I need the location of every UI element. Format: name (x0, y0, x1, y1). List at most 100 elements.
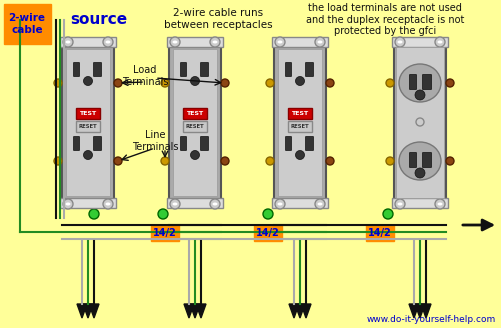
Text: RESET: RESET (291, 124, 309, 129)
Ellipse shape (212, 40, 217, 44)
FancyBboxPatch shape (392, 37, 448, 47)
Ellipse shape (66, 202, 71, 206)
FancyBboxPatch shape (274, 45, 326, 200)
Text: TEST: TEST (80, 111, 97, 116)
Circle shape (63, 37, 73, 47)
Circle shape (275, 199, 285, 209)
Circle shape (221, 157, 229, 165)
FancyBboxPatch shape (409, 153, 416, 168)
FancyBboxPatch shape (366, 225, 394, 241)
FancyBboxPatch shape (288, 121, 312, 132)
Circle shape (161, 79, 169, 87)
Polygon shape (77, 304, 87, 318)
FancyBboxPatch shape (183, 108, 207, 119)
Polygon shape (190, 304, 200, 318)
FancyBboxPatch shape (94, 136, 102, 151)
FancyBboxPatch shape (60, 37, 116, 47)
FancyBboxPatch shape (180, 136, 186, 151)
Ellipse shape (172, 40, 177, 44)
Circle shape (446, 79, 454, 87)
Circle shape (266, 79, 274, 87)
Circle shape (435, 37, 445, 47)
Text: the load terminals are not used
and the duplex receptacle is not
protected by th: the load terminals are not used and the … (306, 3, 464, 36)
Circle shape (386, 79, 394, 87)
FancyBboxPatch shape (254, 225, 282, 241)
FancyBboxPatch shape (288, 108, 312, 119)
Circle shape (210, 37, 220, 47)
FancyBboxPatch shape (94, 63, 102, 76)
Text: RESET: RESET (79, 124, 97, 129)
Text: 2-wire
cable: 2-wire cable (9, 13, 46, 35)
Polygon shape (83, 304, 93, 318)
Text: www.do-it-yourself-help.com: www.do-it-yourself-help.com (367, 315, 496, 324)
FancyBboxPatch shape (422, 153, 431, 168)
Circle shape (190, 76, 199, 86)
FancyBboxPatch shape (286, 63, 292, 76)
Ellipse shape (278, 40, 283, 44)
Circle shape (84, 151, 93, 159)
Circle shape (161, 157, 169, 165)
Circle shape (416, 118, 424, 126)
Ellipse shape (172, 202, 177, 206)
Circle shape (103, 37, 113, 47)
FancyBboxPatch shape (76, 121, 100, 132)
Text: 14/2: 14/2 (153, 228, 177, 238)
Ellipse shape (278, 202, 283, 206)
Ellipse shape (437, 202, 442, 206)
FancyBboxPatch shape (173, 49, 217, 196)
FancyBboxPatch shape (278, 49, 322, 196)
Circle shape (114, 79, 122, 87)
Text: RESET: RESET (186, 124, 204, 129)
FancyBboxPatch shape (76, 108, 100, 119)
Circle shape (315, 37, 325, 47)
Circle shape (386, 157, 394, 165)
Circle shape (395, 37, 405, 47)
Circle shape (435, 199, 445, 209)
Ellipse shape (318, 202, 323, 206)
FancyBboxPatch shape (151, 225, 179, 241)
Ellipse shape (212, 202, 217, 206)
Circle shape (54, 79, 62, 87)
Text: Load
Terminals: Load Terminals (122, 65, 168, 87)
Circle shape (263, 209, 273, 219)
FancyBboxPatch shape (74, 63, 80, 76)
Ellipse shape (106, 202, 111, 206)
Ellipse shape (106, 40, 111, 44)
Text: 14/2: 14/2 (368, 228, 392, 238)
Circle shape (415, 90, 425, 100)
Ellipse shape (397, 40, 402, 44)
Circle shape (315, 199, 325, 209)
Circle shape (114, 157, 122, 165)
Circle shape (84, 76, 93, 86)
Text: Line
Terminals: Line Terminals (132, 130, 178, 152)
Ellipse shape (437, 40, 442, 44)
Circle shape (326, 79, 334, 87)
Ellipse shape (399, 64, 441, 102)
Circle shape (266, 157, 274, 165)
FancyBboxPatch shape (396, 47, 444, 198)
Circle shape (210, 199, 220, 209)
FancyBboxPatch shape (286, 136, 292, 151)
Circle shape (326, 157, 334, 165)
Ellipse shape (397, 202, 402, 206)
Circle shape (158, 209, 168, 219)
Circle shape (89, 209, 99, 219)
Circle shape (54, 157, 62, 165)
FancyBboxPatch shape (167, 198, 223, 208)
FancyBboxPatch shape (272, 198, 328, 208)
FancyBboxPatch shape (409, 74, 416, 90)
Text: TEST: TEST (186, 111, 203, 116)
FancyBboxPatch shape (180, 63, 186, 76)
Polygon shape (415, 304, 425, 318)
Circle shape (415, 168, 425, 178)
Text: TEST: TEST (292, 111, 309, 116)
Text: 2-wire cable runs
between receptacles: 2-wire cable runs between receptacles (164, 8, 273, 30)
Polygon shape (295, 304, 305, 318)
Ellipse shape (318, 40, 323, 44)
Circle shape (296, 151, 305, 159)
Circle shape (190, 151, 199, 159)
FancyBboxPatch shape (169, 45, 221, 200)
FancyBboxPatch shape (306, 136, 314, 151)
Circle shape (296, 76, 305, 86)
FancyBboxPatch shape (183, 121, 207, 132)
